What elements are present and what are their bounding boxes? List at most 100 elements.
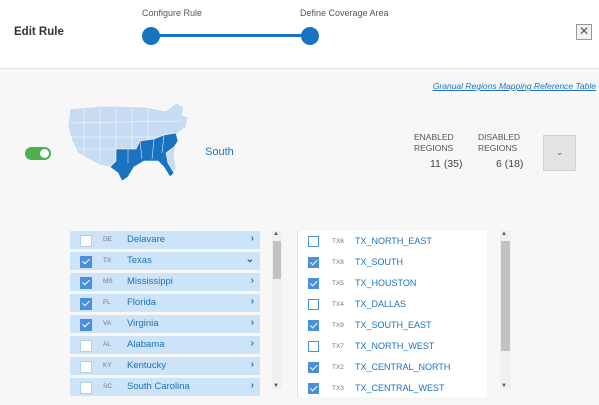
chevron-right-icon[interactable]: › bbox=[250, 380, 254, 391]
subregion-name: TX_DALLAS bbox=[355, 299, 407, 309]
subregion-name: TX_HOUSTON bbox=[355, 278, 417, 288]
scroll-thumb[interactable] bbox=[501, 241, 510, 351]
disabled-regions-label: DISABLED REGIONS bbox=[478, 132, 520, 154]
subregion-abbr: TX8 bbox=[332, 259, 344, 266]
state-abbr: SC bbox=[103, 383, 113, 390]
subregion-name: TX_CENTRAL_NORTH bbox=[355, 362, 451, 372]
close-icon: ✕ bbox=[578, 24, 590, 38]
step-configure-rule-dot[interactable] bbox=[142, 27, 160, 45]
chevron-right-icon[interactable]: › bbox=[250, 275, 254, 286]
subregion-row[interactable]: TX9 TX_SOUTH_EAST bbox=[298, 315, 487, 337]
us-map-south-region bbox=[67, 102, 189, 182]
subregion-row[interactable]: TX8 TX_SOUTH bbox=[298, 252, 487, 274]
scroll-up-icon[interactable]: ▲ bbox=[501, 231, 507, 237]
scroll-thumb[interactable] bbox=[273, 241, 281, 279]
state-checkbox[interactable] bbox=[80, 361, 92, 373]
state-checkbox[interactable] bbox=[80, 382, 92, 394]
disabled-regions-value: 6 (18) bbox=[496, 158, 524, 170]
enabled-label-line-1: ENABLED bbox=[414, 132, 454, 142]
state-row[interactable]: MS Mississippi › bbox=[70, 273, 260, 291]
disabled-label-line-1: DISABLED bbox=[478, 132, 521, 142]
subregion-row[interactable]: TX4 TX_DALLAS bbox=[298, 294, 487, 316]
region-dropdown-button[interactable]: ⌄ bbox=[543, 135, 576, 171]
state-checkbox[interactable] bbox=[80, 319, 92, 331]
subregion-checkbox[interactable] bbox=[308, 341, 319, 352]
state-row[interactable]: KY Kentucky › bbox=[70, 357, 260, 375]
subregion-checkbox[interactable] bbox=[308, 383, 319, 394]
subregion-row[interactable]: TX7 TX_NORTH_WEST bbox=[298, 336, 487, 358]
state-name[interactable]: Kentucky bbox=[127, 360, 167, 371]
chevron-right-icon[interactable]: › bbox=[250, 296, 254, 307]
scroll-down-icon[interactable]: ▼ bbox=[273, 383, 279, 389]
state-name[interactable]: Virginia bbox=[127, 318, 159, 329]
state-checkbox[interactable] bbox=[80, 235, 92, 247]
chevron-right-icon[interactable]: › bbox=[250, 317, 254, 328]
state-checkbox[interactable] bbox=[80, 277, 92, 289]
state-checkbox[interactable] bbox=[80, 298, 92, 310]
stepper-line bbox=[150, 34, 310, 37]
subregion-checkbox[interactable] bbox=[308, 320, 319, 331]
subregion-name: TX_SOUTH_EAST bbox=[355, 320, 432, 330]
toggle-knob bbox=[40, 149, 49, 158]
subregion-checkbox[interactable] bbox=[308, 299, 319, 310]
state-name[interactable]: Delavare bbox=[127, 234, 166, 245]
south-region-borders bbox=[127, 134, 165, 163]
subregion-abbr: TX3 bbox=[332, 385, 344, 392]
mapping-reference-link[interactable]: Granual Regions Mapping Reference Table bbox=[432, 81, 596, 91]
state-checkbox[interactable] bbox=[80, 256, 92, 268]
state-name[interactable]: Florida bbox=[127, 297, 157, 308]
state-list: DE Delavare › TX Texas ⌄ MS Mississippi › FL Flori… bbox=[70, 231, 260, 397]
us-map-grid bbox=[69, 107, 183, 167]
subregion-checkbox[interactable] bbox=[308, 362, 319, 373]
dialog-title: Edit Rule bbox=[14, 26, 64, 38]
chevron-down-icon[interactable]: ⌄ bbox=[245, 254, 254, 265]
state-row[interactable]: VA Virginia › bbox=[70, 315, 260, 333]
state-row[interactable]: DE Delavare › bbox=[70, 231, 260, 249]
chevron-right-icon[interactable]: › bbox=[250, 338, 254, 349]
subregion-abbr: TX6 bbox=[332, 238, 344, 245]
state-checkbox[interactable] bbox=[80, 340, 92, 352]
state-abbr: MS bbox=[103, 278, 113, 285]
state-abbr: VA bbox=[103, 320, 112, 327]
state-row[interactable]: FL Florida › bbox=[70, 294, 260, 312]
subregion-abbr: TX4 bbox=[332, 301, 344, 308]
subregion-row[interactable]: TX2 TX_CENTRAL_NORTH bbox=[298, 357, 487, 379]
step-define-coverage-dot[interactable] bbox=[301, 27, 319, 45]
chevron-down-icon: ⌄ bbox=[555, 147, 564, 157]
chevron-right-icon[interactable]: › bbox=[250, 359, 254, 370]
dialog-header: Edit Rule Configure Rule Define Coverage… bbox=[0, 0, 599, 69]
scroll-down-icon[interactable]: ▼ bbox=[501, 383, 507, 389]
subregion-checkbox[interactable] bbox=[308, 257, 319, 268]
state-abbr: DE bbox=[103, 236, 113, 243]
enabled-label-line-2: REGIONS bbox=[414, 143, 454, 153]
subregion-row[interactable]: TX3 TX_CENTRAL_WEST bbox=[298, 378, 487, 397]
state-row[interactable]: AL Alabama › bbox=[70, 336, 260, 354]
subregion-checkbox[interactable] bbox=[308, 236, 319, 247]
enabled-regions-value: 11 (35) bbox=[430, 158, 463, 170]
state-abbr: AL bbox=[103, 341, 111, 348]
subregion-abbr: TX7 bbox=[332, 343, 344, 350]
subregion-row[interactable]: TX6 TX_NORTH_EAST bbox=[298, 231, 487, 253]
close-button[interactable]: ✕ bbox=[576, 24, 592, 40]
subregion-name: TX_SOUTH bbox=[355, 257, 404, 267]
chevron-right-icon[interactable]: › bbox=[250, 233, 254, 244]
state-abbr: TX bbox=[103, 257, 112, 264]
state-name[interactable]: Mississippi bbox=[127, 276, 173, 287]
subregion-checkbox[interactable] bbox=[308, 278, 319, 289]
state-abbr: FL bbox=[103, 299, 111, 306]
state-row[interactable]: TX Texas ⌄ bbox=[70, 252, 260, 270]
subregion-abbr: TX9 bbox=[332, 322, 344, 329]
subregion-row[interactable]: TX5 TX_HOUSTON bbox=[298, 273, 487, 295]
state-list-scrollbar[interactable]: ▲ ▼ bbox=[272, 231, 282, 389]
subregion-list: TX6 TX_NORTH_EAST TX8 TX_SOUTH TX5 TX_HOUSTON… bbox=[297, 231, 487, 397]
scroll-up-icon[interactable]: ▲ bbox=[273, 231, 279, 237]
state-name[interactable]: Alabama bbox=[127, 339, 165, 350]
step-configure-rule-label: Configure Rule bbox=[142, 8, 203, 18]
disabled-label-line-2: REGIONS bbox=[478, 143, 518, 153]
state-name[interactable]: South Carolina bbox=[127, 381, 190, 392]
subregion-list-scrollbar[interactable]: ▲ ▼ bbox=[500, 231, 511, 389]
state-name[interactable]: Texas bbox=[127, 255, 152, 266]
state-row[interactable]: SC South Carolina › bbox=[70, 378, 260, 396]
region-enable-toggle[interactable] bbox=[25, 147, 51, 160]
coverage-area-panel: Granual Regions Mapping Reference Table … bbox=[0, 69, 599, 405]
